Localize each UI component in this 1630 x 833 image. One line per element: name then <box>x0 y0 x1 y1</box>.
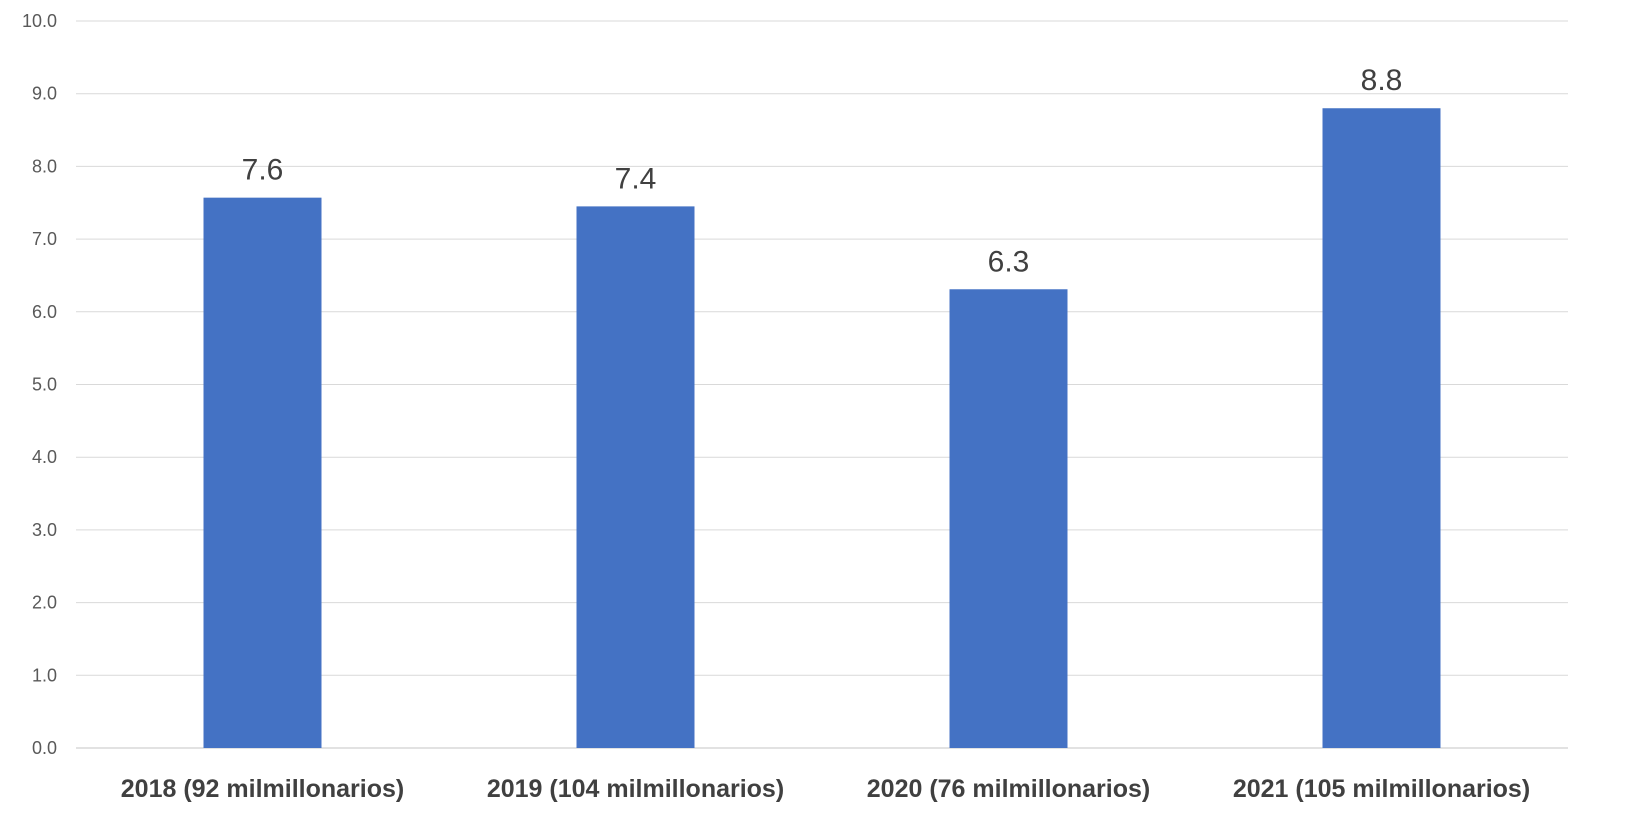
data-label: 7.6 <box>242 154 284 187</box>
x-category-label: 2021 (105 milmillonarios) <box>1233 775 1530 803</box>
bars <box>203 108 1441 749</box>
x-category-label: 2018 (92 milmillonarios) <box>121 775 404 803</box>
gridlines <box>76 20 1568 749</box>
bar <box>576 206 695 748</box>
x-axis-labels: 2018 (92 milmillonarios) 2019 (104 milmil… <box>121 775 1530 803</box>
bar <box>1322 108 1441 749</box>
y-tick-label: 8.0 <box>32 156 57 176</box>
x-category-label: 2020 (76 milmillonarios) <box>867 775 1150 803</box>
y-tick-label: 4.0 <box>32 447 57 467</box>
data-label: 7.4 <box>615 162 657 195</box>
x-category-label: 2019 (104 milmillonarios) <box>487 775 784 803</box>
y-tick-label: 6.0 <box>32 302 57 322</box>
y-axis-ticks: 0.0 1.0 2.0 3.0 4.0 5.0 6.0 7.0 8.0 9.0 10.0 <box>22 11 57 758</box>
data-label: 6.3 <box>988 245 1030 278</box>
y-tick-label: 9.0 <box>32 84 57 104</box>
y-tick-label: 7.0 <box>32 229 57 249</box>
data-label: 8.8 <box>1361 64 1403 97</box>
bar <box>203 197 322 748</box>
y-tick-label: 5.0 <box>32 375 57 395</box>
y-tick-label: 10.0 <box>22 11 57 31</box>
data-labels: 7.6 7.4 6.3 8.8 <box>242 64 1403 278</box>
y-tick-label: 1.0 <box>32 665 57 685</box>
y-tick-label: 2.0 <box>32 593 57 613</box>
y-tick-label: 0.0 <box>32 738 57 758</box>
bar <box>949 289 1068 748</box>
y-tick-label: 3.0 <box>32 520 57 540</box>
